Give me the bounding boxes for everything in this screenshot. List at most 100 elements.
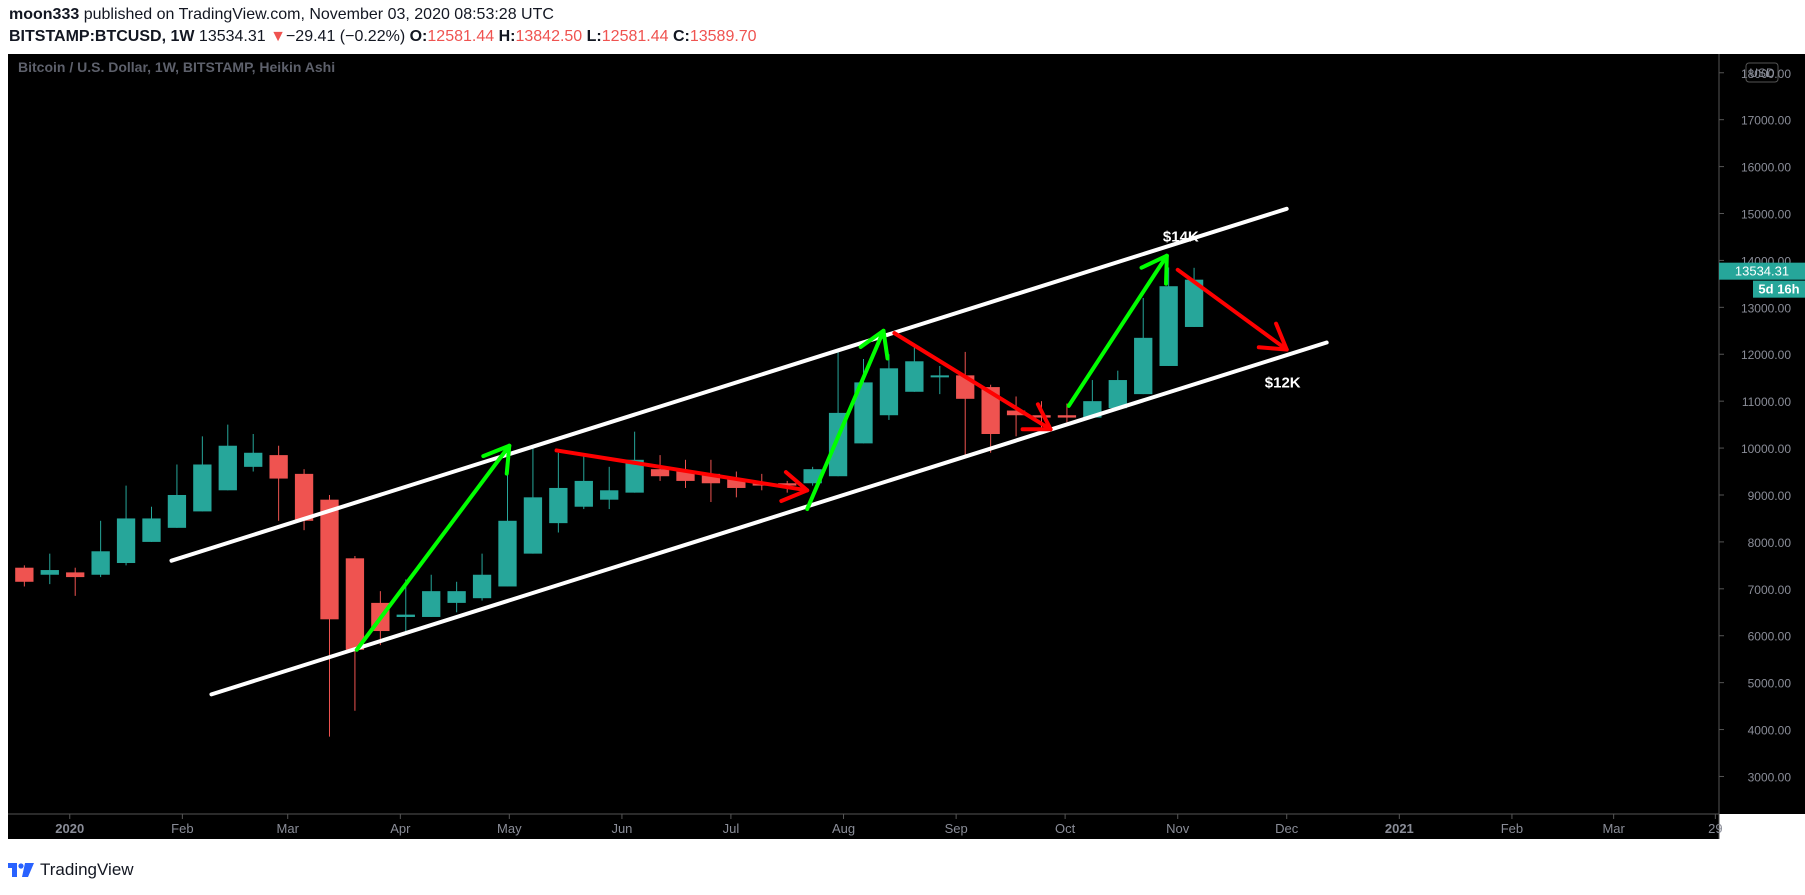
red-arrow-head — [1020, 402, 1053, 432]
candle-body — [1108, 380, 1127, 409]
y-tick-label: 4000.00 — [1748, 724, 1792, 738]
candle — [40, 553, 59, 585]
x-tick-label: Sep — [945, 821, 968, 836]
last-price-tag-label: 13534.31 — [1735, 264, 1789, 279]
y-tick-label: 6000.00 — [1748, 630, 1792, 644]
candle-body — [905, 361, 924, 392]
y-tick-label: 3000.00 — [1748, 770, 1792, 784]
candle — [803, 466, 822, 486]
y-tick-label: 15000.00 — [1741, 208, 1791, 222]
candle-body — [320, 499, 339, 620]
candle — [116, 485, 136, 566]
candle — [218, 424, 237, 491]
publish-info: published on TradingView.com, November 0… — [83, 6, 554, 23]
candle — [142, 506, 161, 542]
green-arrow-head — [481, 443, 512, 476]
y-tick-label: 9000.00 — [1748, 489, 1792, 503]
red-arrow-head — [779, 470, 810, 503]
candle — [66, 567, 85, 596]
green-arrow-shaft — [1066, 253, 1169, 408]
candle-body — [269, 455, 288, 479]
candle-body — [549, 487, 568, 524]
x-tick-label: 2021 — [1385, 821, 1414, 836]
candle-body — [422, 591, 441, 617]
candle — [523, 448, 543, 554]
y-tick-label: 10000.00 — [1741, 442, 1791, 456]
countdown-tag — [1753, 280, 1805, 298]
candle — [472, 553, 492, 601]
x-tick-label: Apr — [390, 821, 411, 836]
price-axis[interactable] — [1719, 54, 1805, 814]
price-tags: 13534.31 5d 16h — [1719, 262, 1805, 298]
candle — [727, 471, 746, 498]
green-arrow-shaft — [805, 328, 886, 512]
candle — [15, 565, 34, 587]
author-name[interactable]: moon333 — [9, 6, 80, 23]
candle — [1006, 396, 1026, 437]
candle — [447, 581, 466, 613]
channel-lower-line — [209, 340, 1329, 697]
candle-body — [523, 497, 543, 554]
time-axis[interactable] — [8, 814, 1719, 839]
candle-body — [981, 387, 1000, 434]
green-arrow-head — [1139, 253, 1169, 286]
candle — [422, 574, 441, 617]
y-tick-label: 16000.00 — [1741, 161, 1791, 175]
candle — [1108, 370, 1127, 409]
red-arrow-head — [1256, 321, 1289, 352]
x-tick-label: Oct — [1055, 821, 1076, 836]
candle-body — [345, 558, 365, 650]
candle-body — [498, 520, 517, 587]
currency-badge[interactable] — [1745, 62, 1779, 83]
green-arrow — [354, 443, 512, 652]
candle-body — [854, 382, 873, 444]
price-chart[interactable]: 3000.00 4000.00 5000.00 6000.00 7000.00 8000.… — [8, 54, 1805, 851]
chart-legend-title: Bitcoin / U.S. Dollar, 1W, BITSTAMP, Hei… — [18, 59, 335, 75]
x-tick-label: Feb — [1501, 821, 1523, 836]
x-tick-label: Mar — [1602, 821, 1625, 836]
candle-body — [1032, 415, 1051, 418]
green-arrow — [805, 328, 890, 512]
price-change: −29.41 (−0.22%) — [285, 28, 406, 45]
candle-body — [930, 375, 949, 378]
candle-body — [193, 464, 212, 512]
footer-brand[interactable]: TradingView — [40, 860, 134, 879]
footer: TradingView — [8, 859, 134, 881]
publish-line: moon333 published on TradingView.com, No… — [9, 4, 757, 26]
candle-body — [1006, 410, 1026, 416]
candle — [1159, 267, 1178, 366]
open-label: O: — [409, 28, 428, 45]
red-arrow — [554, 448, 810, 503]
x-tick-label: Aug — [832, 821, 855, 836]
chart-area[interactable]: 3000.00 4000.00 5000.00 6000.00 7000.00 8000.… — [8, 54, 1805, 851]
candle — [981, 384, 1000, 453]
chart-header: moon333 published on TradingView.com, No… — [9, 4, 757, 48]
green-arrow — [1066, 253, 1169, 408]
candle-body — [142, 518, 161, 542]
x-tick-label: 29 — [1708, 821, 1722, 836]
y-tick-label: 13000.00 — [1741, 301, 1791, 315]
ohlc-line: BITSTAMP:BTCUSD, 1W 13534.31 ▼−29.41 (−0… — [9, 26, 757, 48]
tradingview-logo-icon[interactable] — [8, 863, 34, 877]
down-arrow-icon: ▼ — [270, 28, 286, 45]
x-axis-labels: 2020 Feb Mar Apr May Jun Jul Aug Sep Oct Nov Dec 202… — [55, 814, 1723, 836]
close-value: 13589.70 — [689, 28, 757, 45]
candle-body — [294, 473, 314, 521]
candle-body — [1057, 415, 1077, 418]
currency-label: USD — [1749, 66, 1775, 80]
high-value: 13842.50 — [515, 28, 583, 45]
candle — [600, 466, 619, 510]
candle-body — [574, 480, 593, 507]
y-tick-label: 11000.00 — [1742, 395, 1791, 409]
symbol-label: BITSTAMP:BTCUSD, 1W — [9, 28, 195, 45]
candle — [549, 452, 568, 533]
candle — [167, 464, 187, 528]
candle-body — [15, 567, 34, 582]
red-arrow-shaft — [892, 331, 1053, 432]
annotation-14k: $14K — [1163, 229, 1199, 246]
annotation-12k: $12K — [1265, 375, 1301, 392]
y-axis-labels: 3000.00 4000.00 5000.00 6000.00 7000.00 8000.… — [1719, 67, 1792, 784]
y-tick-label: 12000.00 — [1741, 348, 1791, 362]
green-arrow-head — [858, 328, 890, 361]
candle-body — [625, 459, 644, 493]
